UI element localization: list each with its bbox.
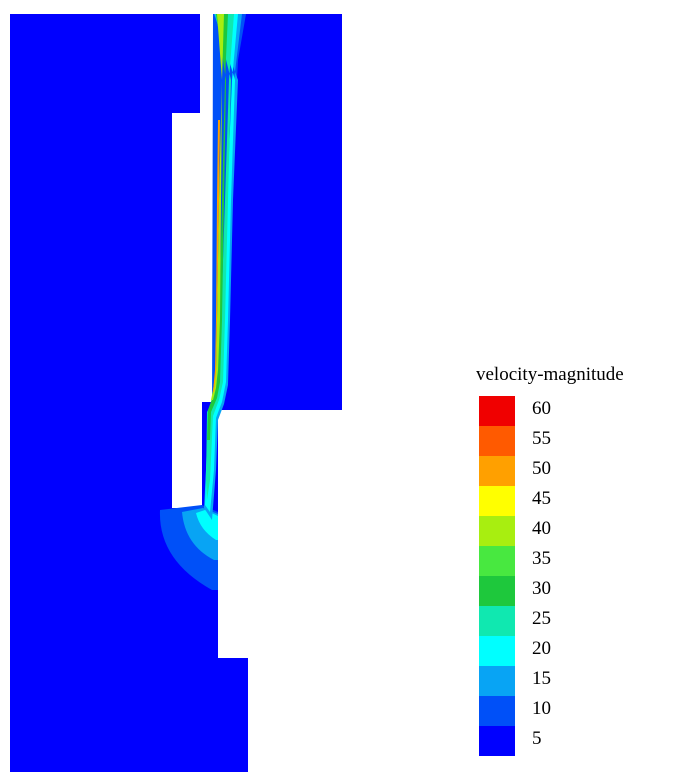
legend-label: 5 xyxy=(532,728,542,749)
legend-label: 40 xyxy=(532,518,551,539)
color-legend xyxy=(479,396,515,756)
jet-layer-30 xyxy=(207,14,228,440)
flow-domain xyxy=(10,14,342,772)
legend-swatch xyxy=(479,606,515,636)
legend-label: 30 xyxy=(532,578,551,599)
legend-swatch xyxy=(479,546,515,576)
legend-swatch xyxy=(479,426,515,456)
legend-swatch xyxy=(479,516,515,546)
jet-layer-20 xyxy=(205,14,238,512)
legend-label: 60 xyxy=(532,398,551,419)
recirculation-core xyxy=(196,510,218,540)
legend-title: velocity-magnitude xyxy=(476,364,624,385)
legend-swatch xyxy=(479,396,515,426)
legend-label: 50 xyxy=(532,458,551,479)
legend-label: 20 xyxy=(532,638,551,659)
legend-label: 35 xyxy=(532,548,551,569)
legend-swatch xyxy=(479,576,515,606)
jet-layer-40 xyxy=(211,14,224,400)
legend-swatch xyxy=(479,696,515,726)
legend-label: 55 xyxy=(532,428,551,449)
jet-layer-25 xyxy=(206,14,234,500)
jet-core-50 xyxy=(213,120,220,392)
legend-label: 10 xyxy=(532,698,551,719)
legend-label: 25 xyxy=(532,608,551,629)
legend-swatch xyxy=(479,726,515,756)
legend-label: 45 xyxy=(532,488,551,509)
legend-swatch xyxy=(479,486,515,516)
legend-labels: 60 55 50 45 40 35 30 25 20 15 10 5 xyxy=(532,398,592,762)
legend-swatch xyxy=(479,456,515,486)
legend-swatch xyxy=(479,666,515,696)
legend-label: 15 xyxy=(532,668,551,689)
legend-swatch xyxy=(479,636,515,666)
